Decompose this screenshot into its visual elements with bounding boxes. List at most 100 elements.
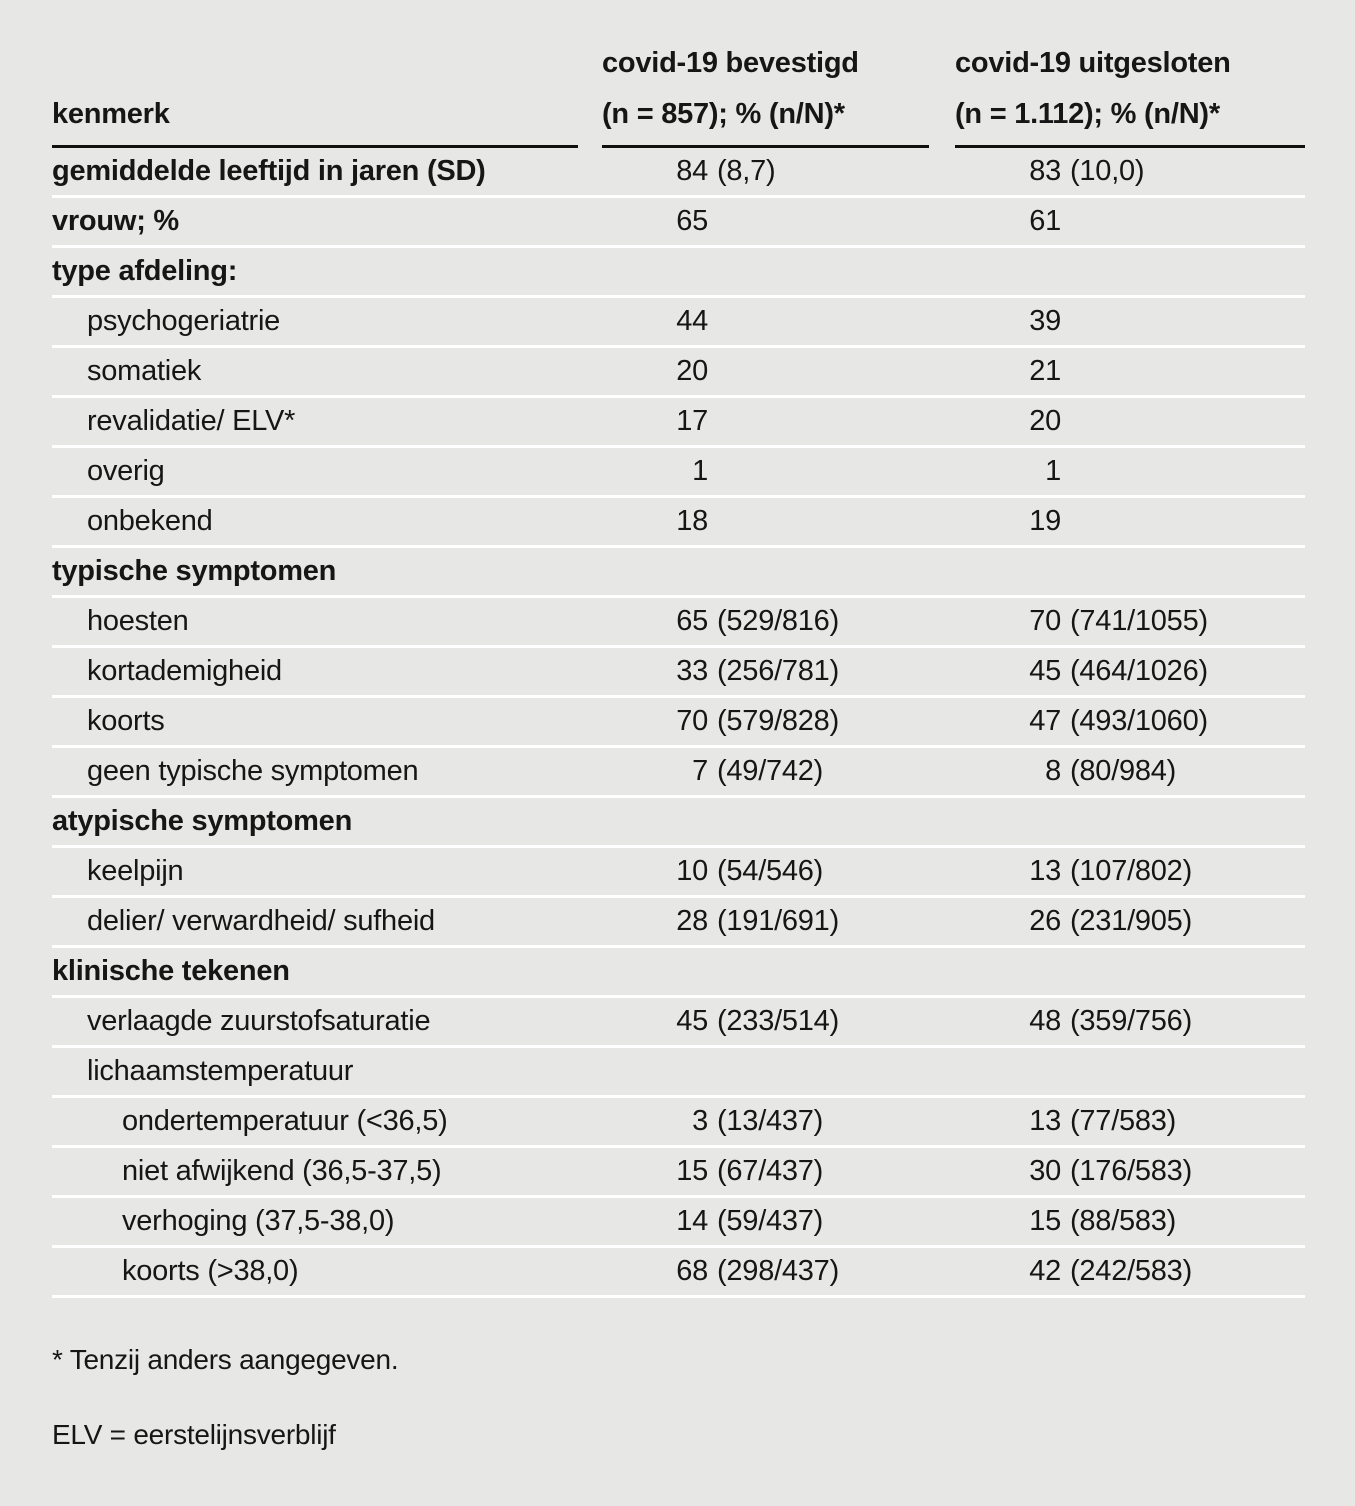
table-row: verhoging (37,5-38,0) 14 (59/437) 15 (88/5… xyxy=(52,1198,1305,1248)
table-row: somatiek 20 21 xyxy=(52,348,1305,398)
value-covid-bevestigd: 70 (579/828) xyxy=(602,705,955,738)
value-covid-uitgesloten: 70 (741/1055) xyxy=(955,605,1305,638)
value-covid-bevestigd: 14 (59/437) xyxy=(602,1205,955,1238)
value-fraction: (359/756) xyxy=(1070,1005,1192,1037)
row-label: vrouw; % xyxy=(52,205,179,237)
value-fraction: (176/583) xyxy=(1070,1155,1192,1187)
value-covid-bevestigd xyxy=(602,805,955,838)
value-percent: 45 xyxy=(676,1005,708,1037)
table-row: onbekend 18 19 xyxy=(52,498,1305,548)
value-covid-uitgesloten xyxy=(955,955,1305,988)
value-percent: 26 xyxy=(1029,905,1061,937)
table-row: klinische tekenen xyxy=(52,948,1305,998)
row-label: keelpijn xyxy=(87,855,184,887)
table-row: verlaagde zuurstofsaturatie 45 (233/514) … xyxy=(52,998,1305,1048)
value-covid-uitgesloten: 47 (493/1060) xyxy=(955,705,1305,738)
value-percent: 21 xyxy=(1029,355,1061,387)
row-label: type afdeling: xyxy=(52,255,238,287)
value-fraction: (464/1026) xyxy=(1070,655,1208,687)
value-covid-bevestigd: 44 xyxy=(602,305,955,338)
row-label: verlaagde zuurstofsaturatie xyxy=(87,1005,431,1037)
value-percent: 19 xyxy=(1029,505,1061,537)
value-fraction: (88/583) xyxy=(1070,1205,1177,1237)
value-fraction: (77/583) xyxy=(1070,1105,1177,1137)
row-label: psychogeriatrie xyxy=(87,305,281,337)
value-percent: 48 xyxy=(1029,1005,1061,1037)
header-covid-uitgesloten: covid-19 uitgesloten (n = 1.112); % (n/N… xyxy=(955,38,1305,148)
value-covid-bevestigd: 28 (191/691) xyxy=(602,905,955,938)
footnote-asterisk: * Tenzij anders aangegeven. xyxy=(52,1344,399,1375)
value-percent: 1 xyxy=(692,455,708,487)
header-covid-uitgesloten-title: covid-19 uitgesloten xyxy=(955,47,1231,79)
value-percent: 15 xyxy=(676,1155,708,1187)
value-covid-uitgesloten xyxy=(955,1055,1305,1088)
value-percent: 8 xyxy=(1045,755,1061,787)
value-covid-bevestigd: 17 xyxy=(602,405,955,438)
value-fraction: (242/583) xyxy=(1070,1255,1192,1287)
value-covid-bevestigd xyxy=(602,555,955,588)
value-covid-bevestigd: 84 (8,7) xyxy=(602,155,955,188)
row-label: somatiek xyxy=(87,355,202,387)
value-fraction: (80/984) xyxy=(1070,755,1177,787)
value-percent: 20 xyxy=(676,355,708,387)
value-percent: 18 xyxy=(676,505,708,537)
value-percent: 7 xyxy=(692,755,708,787)
footnote-elv-definition: ELV = eerstelijnsverblijf xyxy=(52,1419,336,1450)
value-percent: 42 xyxy=(1029,1255,1061,1287)
value-covid-uitgesloten xyxy=(955,805,1305,838)
table-row: niet afwijkend (36,5-37,5) 15 (67/437) 30… xyxy=(52,1148,1305,1198)
value-percent: 33 xyxy=(676,655,708,687)
value-covid-bevestigd: 45 (233/514) xyxy=(602,1005,955,1038)
row-label: onbekend xyxy=(87,505,213,537)
value-fraction: (529/816) xyxy=(717,605,839,637)
value-percent: 39 xyxy=(1029,305,1061,337)
header-covid-bevestigd-subtitle: (n = 857); % (n/N)* xyxy=(602,98,845,130)
value-fraction: (256/781) xyxy=(717,655,839,687)
table-row: typische symptomen xyxy=(52,548,1305,598)
value-percent: 3 xyxy=(692,1105,708,1137)
value-percent: 17 xyxy=(676,405,708,437)
value-covid-uitgesloten: 19 xyxy=(955,505,1305,538)
row-label: koorts xyxy=(87,705,165,737)
row-label: kortademigheid xyxy=(87,655,282,687)
table-row: keelpijn 10 (54/546) 13 (107/802) xyxy=(52,848,1305,898)
row-label: niet afwijkend (36,5-37,5) xyxy=(122,1155,442,1187)
value-fraction: (231/905) xyxy=(1070,905,1192,937)
value-covid-bevestigd: 15 (67/437) xyxy=(602,1155,955,1188)
value-covid-bevestigd: 33 (256/781) xyxy=(602,655,955,688)
row-label: lichaamstemperatuur xyxy=(87,1055,354,1087)
row-label: overig xyxy=(87,455,165,487)
value-covid-bevestigd: 20 xyxy=(602,355,955,388)
row-label: klinische tekenen xyxy=(52,955,290,987)
value-fraction: (67/437) xyxy=(717,1155,824,1187)
table-row: vrouw; % 65 61 xyxy=(52,198,1305,248)
table-row: koorts 70 (579/828) 47 (493/1060) xyxy=(52,698,1305,748)
row-label: delier/ verwardheid/ sufheid xyxy=(87,905,435,937)
value-fraction: (298/437) xyxy=(717,1255,839,1287)
value-fraction: (233/514) xyxy=(717,1005,839,1037)
table-footnotes: * Tenzij anders aangegeven. ELV = eerste… xyxy=(52,1340,399,1455)
value-covid-uitgesloten: 48 (359/756) xyxy=(955,1005,1305,1038)
table-row: geen typische symptomen 7 (49/742) 8 (80/9… xyxy=(52,748,1305,798)
value-covid-uitgesloten: 45 (464/1026) xyxy=(955,655,1305,688)
value-percent: 1 xyxy=(1045,455,1061,487)
value-covid-bevestigd xyxy=(602,955,955,988)
value-percent: 28 xyxy=(676,905,708,937)
value-fraction: (59/437) xyxy=(717,1205,824,1237)
row-label: atypische symptomen xyxy=(52,805,353,837)
value-covid-bevestigd: 10 (54/546) xyxy=(602,855,955,888)
value-percent: 15 xyxy=(1029,1205,1061,1237)
row-label: hoesten xyxy=(87,605,189,637)
value-covid-uitgesloten: 8 (80/984) xyxy=(955,755,1305,788)
row-label: geen typische symptomen xyxy=(87,755,419,787)
value-percent: 47 xyxy=(1029,705,1061,737)
value-percent: 13 xyxy=(1029,855,1061,887)
value-covid-bevestigd: 7 (49/742) xyxy=(602,755,955,788)
value-fraction: (741/1055) xyxy=(1070,605,1208,637)
value-covid-uitgesloten: 21 xyxy=(955,355,1305,388)
value-percent: 68 xyxy=(676,1255,708,1287)
value-covid-uitgesloten: 26 (231/905) xyxy=(955,905,1305,938)
value-covid-uitgesloten: 42 (242/583) xyxy=(955,1255,1305,1288)
value-covid-uitgesloten: 13 (107/802) xyxy=(955,855,1305,888)
